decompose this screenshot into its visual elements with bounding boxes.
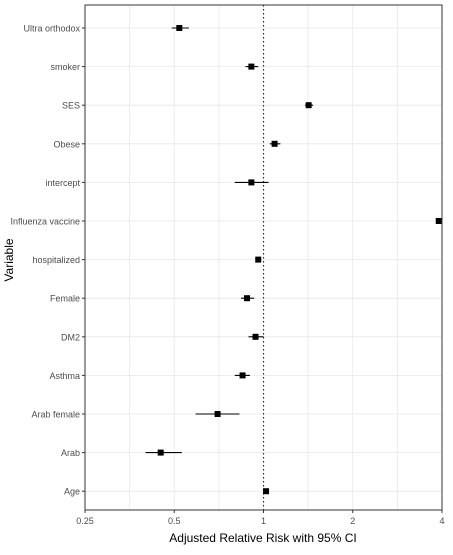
y-tick-label: Ultra orthodox xyxy=(23,24,80,34)
y-tick-label: smoker xyxy=(50,62,80,72)
y-axis-title: Variable xyxy=(2,238,16,281)
point-estimate xyxy=(214,411,221,417)
x-tick-label: 0.5 xyxy=(168,516,181,526)
point-estimate xyxy=(305,102,312,109)
point-estimate xyxy=(252,333,259,340)
point-estimate xyxy=(271,140,278,147)
x-axis-title: Adjusted Relative Risk with 95% CI xyxy=(169,531,356,545)
point-estimate xyxy=(263,488,270,495)
x-tick-label: 2 xyxy=(350,516,355,526)
y-tick-label: Asthma xyxy=(49,371,80,381)
y-tick-label: Influenza vaccine xyxy=(10,217,80,227)
point-estimate xyxy=(157,449,164,456)
y-tick-label: Age xyxy=(64,487,80,497)
point-estimate xyxy=(244,295,251,302)
y-tick-label: Obese xyxy=(53,139,80,149)
point-estimate xyxy=(239,372,246,379)
point-estimate xyxy=(248,63,255,70)
x-tick-label: 0.25 xyxy=(76,516,94,526)
x-tick-label: 4 xyxy=(439,516,444,526)
y-tick-label: Arab xyxy=(61,448,80,458)
x-tick-label: 1 xyxy=(261,516,266,526)
point-estimate xyxy=(255,256,262,263)
y-tick-label: hospitalized xyxy=(32,255,80,265)
point-estimate xyxy=(435,218,442,224)
y-tick-label: Female xyxy=(50,294,80,304)
y-tick-label: Arab female xyxy=(31,410,80,420)
y-tick-label: SES xyxy=(62,101,80,111)
y-tick-label: intercept xyxy=(45,178,80,188)
point-estimate xyxy=(176,25,183,31)
point-estimate xyxy=(248,179,255,186)
y-tick-label: DM2 xyxy=(61,332,80,342)
axes-layer: Ultra orthodox smoker SES Obese intercept Inf… xyxy=(10,4,445,526)
marks-layer xyxy=(145,25,442,495)
